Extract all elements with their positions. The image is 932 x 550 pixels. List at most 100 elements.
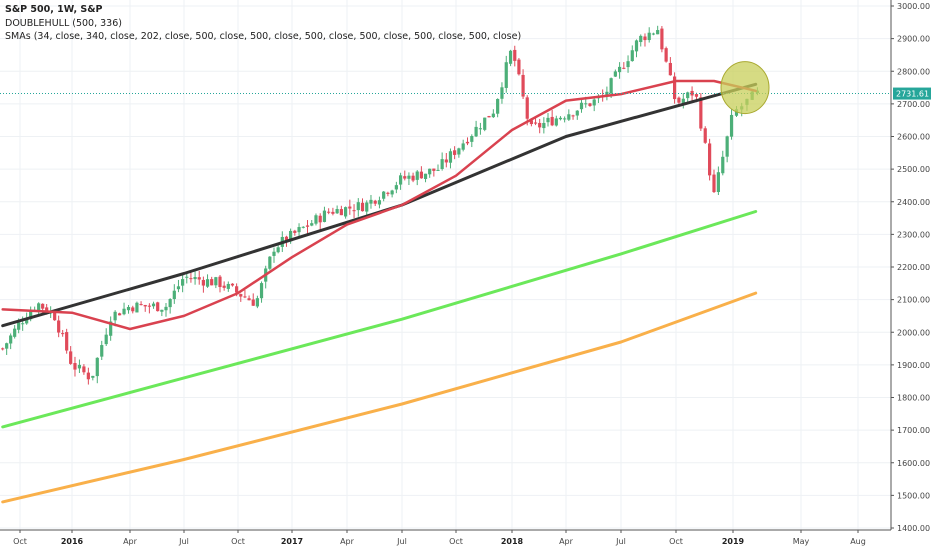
candle-body [529,120,533,125]
candle-body [226,283,230,289]
candle-body [681,98,685,103]
candle-body [100,345,104,357]
candle-body [37,303,41,311]
y-tick-label: 1700.00 [897,426,930,435]
y-tick-label: 2700.00 [897,100,930,109]
candle-body [647,32,651,41]
candle-body [664,48,668,62]
candle-body [104,334,108,345]
sma-orange-line [1,291,758,504]
candle-body [77,364,82,369]
y-tick-label: 1600.00 [897,459,930,468]
candle-body [272,251,276,256]
candle-body [508,50,513,64]
last-price-label: 2731.61 [896,90,929,99]
candle-body [660,28,664,50]
candle-body [247,298,251,301]
x-tick-label: Oct [449,537,463,546]
y-tick-label: 2800.00 [897,67,930,76]
candle-body [575,110,579,116]
candle-body [708,143,712,176]
candle-body [335,209,339,214]
sma-short-line [1,79,757,331]
candle-body [218,276,222,288]
candle-body [407,175,411,179]
y-tick-label: 2100.00 [897,296,930,305]
candle-body [386,192,390,194]
candle-body [721,156,725,174]
candle-body [61,333,65,335]
candle-body [554,118,558,126]
candle-body [432,168,436,171]
candle-body [135,302,139,313]
candle-body [639,35,643,43]
candle-body [579,102,584,110]
candle-body [567,114,571,120]
highlight-circle [720,61,770,115]
candle-body [117,313,122,316]
candle-body [305,225,310,227]
candle-body [147,305,151,307]
x-tick-label: Jul [615,537,626,546]
candle-body [622,67,626,69]
candle-body [584,103,588,105]
candle-body [189,278,193,280]
candle-body [592,99,596,106]
candle-body [517,59,521,75]
candle-body [394,185,398,190]
candle-body [9,335,13,344]
candle-body [634,40,639,52]
y-tick-label: 1500.00 [897,491,930,500]
candle-body [176,286,181,290]
candle-body [201,279,205,286]
candle-body [651,33,656,35]
chart-legend: S&P 500, 1W, S&P DOUBLEHULL (500, 336) S… [5,3,521,44]
candle-body [686,92,690,99]
candle-body [243,296,247,298]
candle-body [239,294,243,297]
candle-body [109,321,113,336]
x-tick-label: Jul [396,537,407,546]
y-tick-label: 2200.00 [897,263,930,272]
candle-body [542,122,546,129]
candle-body [289,230,293,242]
candle-body [563,118,567,120]
candle-body [276,247,280,253]
candle-body [496,98,500,114]
x-tick-label: 2017 [281,537,303,546]
candle-body [703,128,707,143]
x-tick-label: Oct [231,537,245,546]
candle-body [668,62,672,76]
candle-body [365,202,369,212]
candle-body [613,71,617,77]
candle-body [716,172,720,193]
candle-body [69,351,73,364]
sma-green-line [1,210,758,429]
y-tick-label: 2300.00 [897,230,930,239]
candle-body [356,202,360,211]
candle-body [360,202,365,212]
candle-body [533,122,538,124]
candle-body [214,277,218,286]
candle-body [461,143,465,150]
y-tick-label: 3000.00 [897,2,930,11]
candle-body [382,191,386,199]
candle-body [318,215,322,223]
candle-body [571,115,575,117]
candle-body [131,307,135,312]
y-tick-label: 1800.00 [897,394,930,403]
last-price-tag [893,87,931,100]
candle-body [172,290,176,300]
candle-body [193,277,197,280]
candle-body [444,159,448,163]
y-tick-label: 1400.00 [897,524,930,533]
x-tick-label: Apr [559,537,574,546]
candle-body [487,115,491,118]
candle-body [139,304,143,306]
candle-body [440,159,444,169]
candle-body [57,320,61,333]
candle-body [13,328,17,337]
candle-body [185,276,189,278]
